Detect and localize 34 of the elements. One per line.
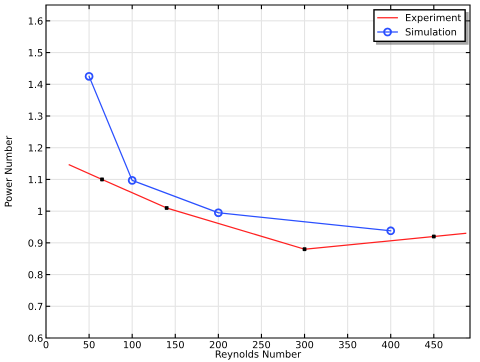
x-tick-label: 250 xyxy=(252,340,270,348)
y-tick-label: 0.6 xyxy=(28,334,43,342)
y-tick-label: 0.7 xyxy=(28,302,42,310)
x-tick-label: 350 xyxy=(339,340,356,348)
y-tick-label: 1 xyxy=(38,208,42,215)
x-tick-label: 0 xyxy=(44,340,48,348)
point xyxy=(386,226,396,236)
point xyxy=(432,234,436,238)
legend-label: Experiment xyxy=(406,14,462,24)
y-tick-label: 1.6 xyxy=(28,17,43,25)
y-tick-label: 0.9 xyxy=(28,239,43,247)
y-axis-title: Power Number xyxy=(4,136,12,206)
y-tick-label: 1.3 xyxy=(28,112,42,120)
x-tick-label: 100 xyxy=(124,340,141,348)
point xyxy=(302,247,306,252)
point xyxy=(100,178,104,182)
y-tick-label: 1.5 xyxy=(28,49,42,56)
x-tick-label: 400 xyxy=(382,340,400,348)
y-tick-label: 1.2 xyxy=(28,144,42,152)
x-tick-label: 50 xyxy=(84,340,95,348)
legend-label: Simulation xyxy=(406,28,456,36)
x-tick-label: 150 xyxy=(167,340,184,348)
point xyxy=(128,176,137,185)
x-axis-title: Reynolds Number xyxy=(216,350,302,360)
point xyxy=(164,206,169,210)
x-tick-label: 200 xyxy=(210,340,227,348)
x-tick-label: 300 xyxy=(296,340,314,348)
point xyxy=(214,208,223,218)
point xyxy=(84,72,94,81)
y-tick-label: 1.4 xyxy=(28,80,43,88)
y-tick-label: 0.8 xyxy=(28,271,43,278)
line-series xyxy=(68,164,466,250)
x-tick-label: 450 xyxy=(425,340,442,348)
y-tick-label: 1.1 xyxy=(28,176,42,184)
